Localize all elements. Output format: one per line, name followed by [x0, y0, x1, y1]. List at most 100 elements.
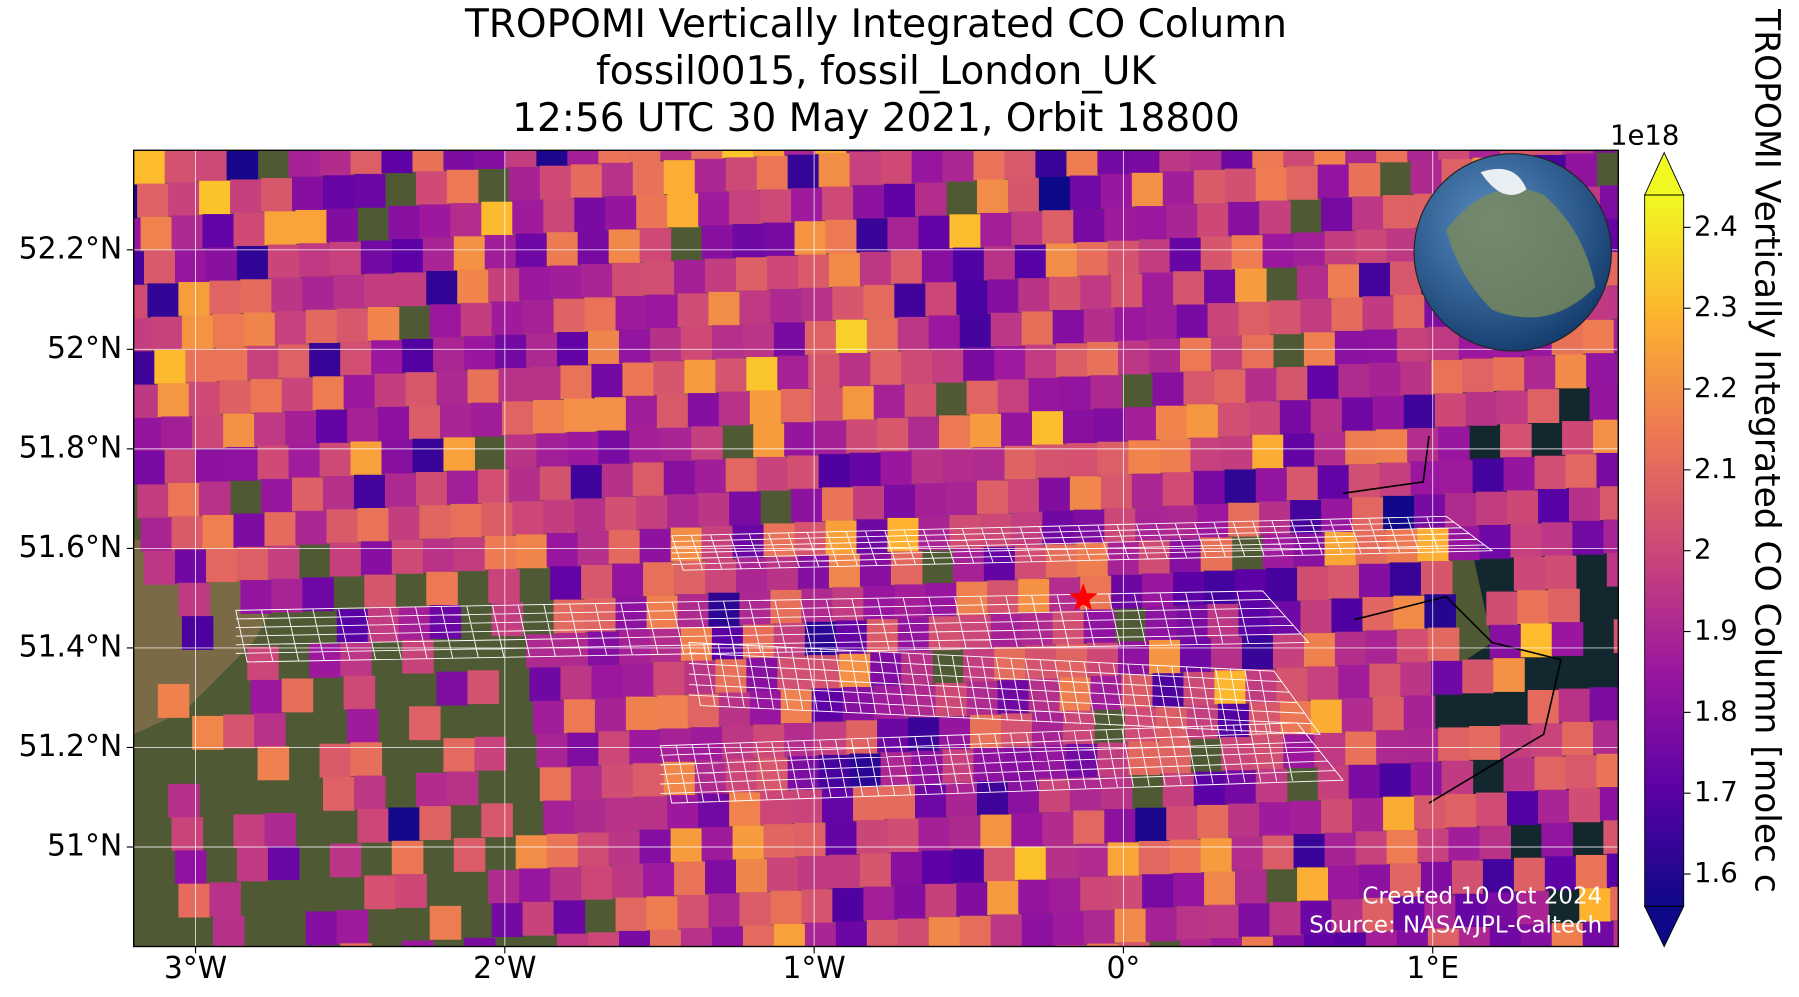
- pixel: [601, 463, 634, 498]
- pixel: [1613, 318, 1619, 353]
- pixel: [705, 258, 737, 293]
- pixel: [1393, 896, 1425, 931]
- pixel: [1286, 165, 1319, 200]
- pixel: [780, 388, 813, 423]
- pixel: [192, 715, 224, 750]
- y-tick-label: 51.6°N: [19, 530, 123, 565]
- pixel: [1606, 251, 1619, 286]
- pixel: [1076, 843, 1109, 878]
- pixel: [1097, 441, 1129, 476]
- pixel: [364, 875, 396, 910]
- pixel: [402, 639, 434, 674]
- pixel: [174, 850, 207, 885]
- pixel: [818, 454, 851, 488]
- pixel: [1466, 91, 1498, 125]
- pixel: [1537, 488, 1570, 523]
- pixel: [343, 675, 376, 710]
- pixel: [536, 433, 568, 468]
- pixel: [329, 241, 362, 276]
- pixel: [1606, 853, 1619, 888]
- pixel: [1417, 828, 1450, 863]
- pixel: [1021, 913, 1054, 947]
- pixel: [1118, 340, 1150, 375]
- pixel: [388, 807, 420, 842]
- pixel: [663, 460, 696, 495]
- pixel: [1420, 861, 1453, 896]
- pixel: [684, 961, 716, 995]
- pixel: [340, 943, 372, 947]
- pixel: [563, 398, 596, 433]
- x-tick-label: 0°: [1106, 951, 1140, 986]
- pixel: [773, 322, 806, 357]
- pixel: [1245, 669, 1277, 703]
- pixel: [1293, 834, 1326, 868]
- pixel: [1142, 272, 1174, 307]
- pixel: [1035, 444, 1068, 479]
- pixel: [588, 631, 620, 666]
- pixel: [1159, 150, 1191, 172]
- pixel: [1128, 440, 1160, 475]
- pixel: [1045, 845, 1078, 879]
- pixel: [980, 212, 1012, 247]
- y-tick-label: 52°N: [47, 331, 122, 366]
- pixel: [144, 250, 176, 284]
- pixel: [1001, 713, 1033, 748]
- pixel: [491, 301, 524, 336]
- pixel: [550, 566, 582, 601]
- pixel: [450, 203, 482, 237]
- pixel: [574, 197, 606, 232]
- pixel: [766, 255, 799, 290]
- pixel: [911, 150, 944, 183]
- pixel: [443, 738, 476, 773]
- pixel: [956, 882, 988, 917]
- pixel: [347, 107, 379, 141]
- pixel: [756, 757, 789, 792]
- pixel: [739, 892, 772, 926]
- pixel: [1445, 793, 1477, 828]
- pixel: [1025, 946, 1057, 947]
- pixel: [608, 530, 641, 565]
- pixel: [1052, 911, 1085, 946]
- pixel: [381, 440, 414, 474]
- pixel: [302, 276, 334, 311]
- pixel: [395, 272, 427, 307]
- pixel: [1489, 624, 1522, 659]
- pixel: [1235, 268, 1267, 303]
- pixel: [168, 182, 200, 217]
- pixel: [887, 217, 920, 251]
- pixel: [1083, 308, 1116, 343]
- pixel: [901, 350, 933, 384]
- pixel: [1204, 871, 1236, 906]
- pixel: [1269, 902, 1302, 936]
- pixel: [677, 293, 710, 328]
- pixel: [742, 323, 775, 358]
- pixel: [302, 577, 334, 612]
- pixel: [1593, 150, 1619, 153]
- pixel: [1297, 566, 1329, 601]
- annotation: Created 10 Oct 2024: [1362, 884, 1602, 910]
- pixel: [756, 156, 789, 190]
- pixel: [749, 390, 782, 425]
- pixel: [921, 248, 954, 283]
- pixel: [1410, 461, 1443, 496]
- pixel: [1062, 710, 1095, 745]
- pixel: [133, 351, 155, 386]
- pixel: [701, 826, 734, 861]
- pixel: [952, 247, 985, 282]
- pixel: [1300, 298, 1333, 333]
- pixel: [815, 721, 847, 756]
- pixel: [1032, 712, 1064, 746]
- pixel: [1176, 304, 1209, 339]
- pixel: [209, 280, 241, 315]
- pixel: [694, 760, 727, 795]
- pixel: [446, 169, 479, 204]
- pixel: [261, 178, 293, 212]
- pixel: [1648, 50, 1680, 84]
- pixel: [353, 775, 386, 810]
- pixel: [288, 444, 321, 479]
- pixel: [952, 548, 985, 583]
- pixel: [1069, 175, 1102, 210]
- pixel: [1445, 493, 1477, 527]
- pixel: [1379, 462, 1412, 497]
- pixel: [223, 413, 255, 448]
